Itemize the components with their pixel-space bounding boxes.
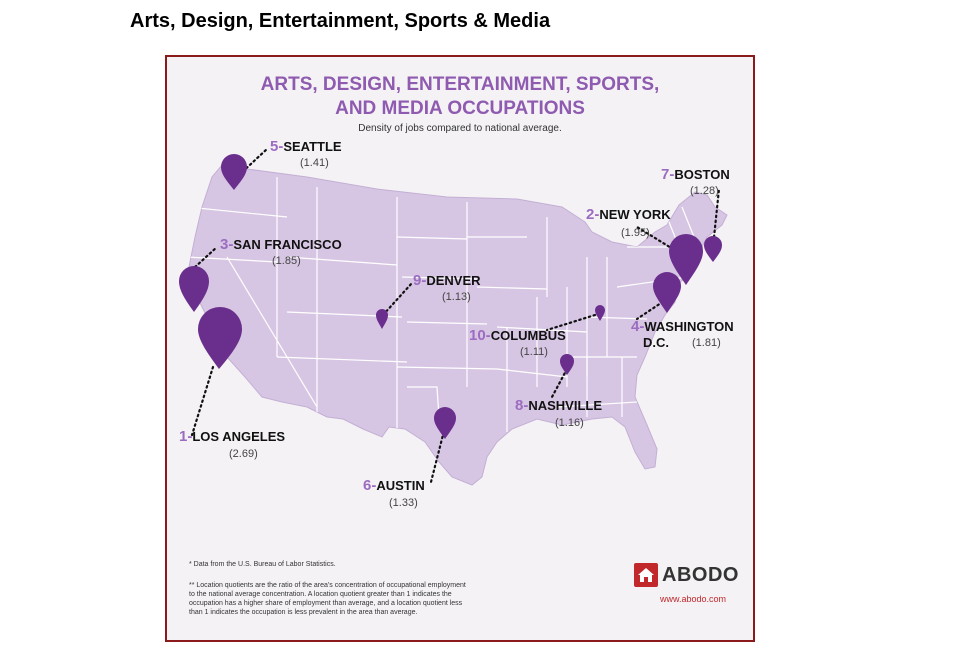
city-rank: 2- <box>586 206 600 223</box>
city-value-nashville: (1.16) <box>555 417 584 429</box>
infographic-card: ARTS, DESIGN, ENTERTAINMENT, SPORTS, AND… <box>165 55 755 642</box>
brand-name: ABODO <box>662 563 739 586</box>
city-name: BOSTON <box>674 167 730 182</box>
city-rank: 9- <box>413 272 427 289</box>
pin-seattle <box>221 154 247 190</box>
pin-austin <box>434 407 456 439</box>
footnote-definition: ** Location quotients are the ratio of t… <box>189 581 466 617</box>
leader-line-san-francisco <box>193 245 219 269</box>
city-rank: 6- <box>363 477 377 494</box>
city-value-boston: (1.28) <box>690 185 719 197</box>
city-rank: 4- <box>631 318 645 335</box>
pin-nashville <box>560 354 574 375</box>
city-name: SEATTLE <box>283 139 342 154</box>
city-rank: 5- <box>270 138 284 155</box>
city-rank: 10- <box>469 327 491 344</box>
city-name: COLUMBUS <box>490 328 566 343</box>
city-value-columbus: (1.11) <box>520 346 548 358</box>
pin-los-angeles <box>198 307 242 369</box>
city-value-new-york: (1.95) <box>621 227 650 239</box>
city-name: WASHINGTON <box>644 319 734 334</box>
footnote-definition-line2: to the national average concentration. A… <box>189 591 452 598</box>
city-rank: 7- <box>661 166 675 183</box>
city-name: LOS ANGELES <box>192 429 286 444</box>
city-value-los-angeles: (2.69) <box>229 448 258 460</box>
page-heading: Arts, Design, Entertainment, Sports & Me… <box>130 10 551 32</box>
footnote-definition-line4: than 1 indicates the occupation is less … <box>189 609 418 616</box>
city-value-washington: (1.81) <box>692 337 721 349</box>
city-label-denver: 9-DENVER <box>413 273 481 288</box>
city-label-boston: 7-BOSTON <box>661 167 730 182</box>
footnote-definition-line1: ** Location quotients are the ratio of t… <box>189 582 466 589</box>
city-label-washington: 4-WASHINGTON <box>631 319 734 334</box>
brand-url: www.abodo.com <box>660 594 727 604</box>
abodo-logo: ABODO <box>634 562 739 588</box>
infographic-title-line1: ARTS, DESIGN, ENTERTAINMENT, SPORTS, <box>260 74 660 95</box>
city-name: SAN FRANCISCO <box>233 237 342 252</box>
city-value-denver: (1.13) <box>442 291 471 303</box>
city-value-seattle: (1.41) <box>300 157 329 169</box>
city-rank: 1- <box>179 428 193 445</box>
pins <box>179 154 722 439</box>
pin-columbus <box>595 305 605 321</box>
city-name: NEW YORK <box>599 207 671 222</box>
city-name: AUSTIN <box>376 478 425 493</box>
leader-line-austin <box>429 425 447 484</box>
pin-new-york <box>669 234 703 285</box>
pin-san-francisco <box>179 266 209 312</box>
city-label-columbus: 10-COLUMBUS <box>469 328 566 343</box>
city-label-seattle: 5-SEATTLE <box>270 139 342 154</box>
city-label-austin: 6-AUSTIN <box>363 478 425 493</box>
pin-denver <box>376 309 388 329</box>
footnote-definition-line3: occupation has a higher share of employm… <box>189 600 463 607</box>
leader-line-denver <box>381 281 414 317</box>
house-icon <box>634 563 658 587</box>
city-label-san-francisco: 3-SAN FRANCISCO <box>220 237 342 252</box>
city-value-san-francisco: (1.85) <box>272 255 301 267</box>
city-label-nashville: 8-NASHVILLE <box>515 398 602 413</box>
infographic-title-line2: AND MEDIA OCCUPATIONS <box>335 98 585 119</box>
city-label-new-york: 2-NEW YORK <box>586 207 671 222</box>
city-rank: 3- <box>220 236 234 253</box>
city-name: DENVER <box>426 273 481 288</box>
city-label-los-angeles: 1-LOS ANGELES <box>179 429 285 444</box>
city-name: NASHVILLE <box>528 398 603 413</box>
leader-line-nashville <box>550 367 569 399</box>
pin-washington <box>653 272 681 313</box>
footnote-source: * Data from the U.S. Bureau of Labor Sta… <box>189 561 336 568</box>
leader-line-los-angeles <box>190 365 215 437</box>
leader-line-columbus <box>545 313 597 332</box>
pin-boston <box>704 236 722 262</box>
city-rank: 8- <box>515 397 529 414</box>
us-map <box>179 147 728 486</box>
city-value-austin: (1.33) <box>389 497 418 509</box>
city-label-washington-line2: D.C. <box>643 335 669 350</box>
infographic-subtitle: Density of jobs compared to national ave… <box>358 123 562 134</box>
